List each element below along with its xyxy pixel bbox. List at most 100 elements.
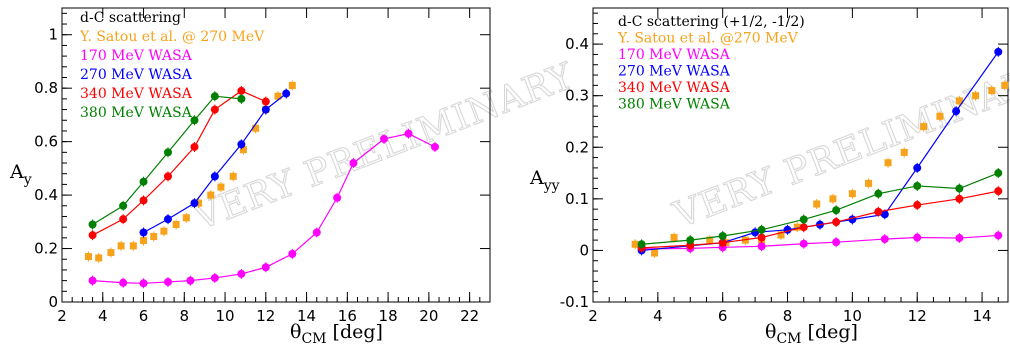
x-tick-label: 20 bbox=[419, 307, 438, 325]
series-line bbox=[641, 190, 999, 249]
x-tick-label: 10 bbox=[216, 307, 235, 325]
data-point bbox=[190, 142, 199, 151]
x-tick-label: 14 bbox=[973, 307, 992, 325]
data-point bbox=[182, 214, 190, 222]
y-tick-label: 0.3 bbox=[565, 87, 589, 105]
data-point bbox=[95, 254, 103, 262]
x-tick-label: 10 bbox=[843, 307, 862, 325]
data-point bbox=[913, 163, 922, 172]
y-tick-label: 0 bbox=[579, 241, 589, 259]
legend-entry: Y. Satou et al. @ 270 MeV bbox=[79, 29, 265, 45]
data-point bbox=[163, 148, 172, 157]
data-point bbox=[117, 242, 125, 250]
data-point bbox=[163, 172, 172, 181]
y-tick-label: 0.8 bbox=[34, 79, 58, 97]
data-point bbox=[832, 238, 841, 247]
data-point bbox=[799, 223, 808, 232]
y-axis-label: Ayy bbox=[529, 167, 560, 194]
data-point bbox=[936, 112, 944, 120]
data-point bbox=[955, 194, 964, 203]
data-point bbox=[190, 199, 199, 208]
data-point bbox=[994, 187, 1003, 196]
data-point bbox=[865, 179, 873, 187]
data-point bbox=[793, 223, 801, 231]
data-point bbox=[107, 249, 115, 257]
data-point bbox=[686, 236, 695, 245]
legend-entry: 340 MeV WASA bbox=[80, 86, 193, 102]
data-point bbox=[874, 207, 883, 216]
data-point bbox=[88, 231, 97, 240]
y-tick-label: -0.1 bbox=[560, 293, 589, 311]
data-point bbox=[210, 273, 219, 282]
legend-entry: 170 MeV WASA bbox=[618, 47, 731, 63]
y-tick-label: 0.4 bbox=[34, 186, 58, 204]
data-point bbox=[210, 172, 219, 181]
data-point bbox=[282, 89, 291, 98]
y-tick-label: 0.6 bbox=[34, 133, 58, 151]
data-point bbox=[288, 82, 296, 90]
data-point bbox=[349, 159, 358, 168]
y-axis-label-main: A bbox=[529, 167, 544, 189]
x-axis-label-sub: CM bbox=[301, 331, 326, 347]
data-point bbox=[913, 201, 922, 210]
data-point bbox=[757, 233, 766, 242]
data-point bbox=[994, 47, 1003, 56]
legend-entry: 380 MeV WASA bbox=[618, 97, 731, 113]
data-point bbox=[312, 228, 321, 237]
data-point bbox=[848, 190, 856, 198]
data-point bbox=[140, 237, 148, 245]
x-tick-label: 18 bbox=[379, 307, 398, 325]
data-point bbox=[150, 233, 158, 241]
data-point bbox=[237, 269, 246, 278]
legend-entry: Y. Satou et al. @270 MeV bbox=[617, 31, 799, 47]
data-point bbox=[129, 242, 137, 250]
data-point bbox=[261, 263, 270, 272]
data-point bbox=[160, 227, 168, 235]
data-point bbox=[799, 215, 808, 224]
data-point bbox=[163, 215, 172, 224]
data-point bbox=[783, 225, 792, 234]
data-point bbox=[288, 249, 297, 258]
series-4 bbox=[637, 168, 1003, 250]
data-point bbox=[274, 92, 282, 100]
data-point bbox=[757, 242, 766, 251]
data-point bbox=[994, 231, 1003, 240]
data-point bbox=[848, 215, 857, 224]
data-point bbox=[706, 236, 714, 244]
data-point bbox=[139, 228, 148, 237]
legend-entry: 270 MeV WASA bbox=[618, 64, 731, 80]
x-tick-label: 12 bbox=[256, 307, 275, 325]
data-point bbox=[172, 220, 180, 228]
legend-title: d-C scattering bbox=[80, 10, 181, 26]
data-point bbox=[920, 123, 928, 131]
series-line bbox=[92, 90, 267, 236]
x-axis-label-sub: CM bbox=[776, 331, 801, 347]
y-tick-label: 0.4 bbox=[565, 35, 589, 53]
y-tick-label: 0.2 bbox=[34, 240, 58, 258]
data-point bbox=[955, 97, 963, 105]
y-tick-label: 0 bbox=[48, 293, 58, 311]
data-point bbox=[404, 129, 413, 138]
data-point bbox=[119, 215, 128, 224]
data-point bbox=[139, 196, 148, 205]
data-point bbox=[190, 116, 199, 125]
x-tick-label: 8 bbox=[783, 307, 793, 325]
series-3 bbox=[88, 85, 270, 241]
series-2 bbox=[139, 88, 291, 238]
data-point bbox=[994, 169, 1003, 178]
data-point bbox=[874, 189, 883, 198]
data-point bbox=[88, 276, 97, 285]
data-point bbox=[813, 200, 821, 208]
data-point bbox=[913, 181, 922, 190]
x-tick-label: 12 bbox=[908, 307, 927, 325]
data-point bbox=[832, 218, 841, 227]
data-point bbox=[829, 195, 837, 203]
legend-entry: 170 MeV WASA bbox=[80, 48, 193, 64]
x-axis-label-main: θ bbox=[765, 321, 776, 343]
x-tick-label: 8 bbox=[180, 307, 190, 325]
data-point bbox=[757, 225, 766, 234]
data-point bbox=[718, 231, 727, 240]
data-point bbox=[637, 240, 646, 249]
data-point bbox=[631, 240, 639, 248]
